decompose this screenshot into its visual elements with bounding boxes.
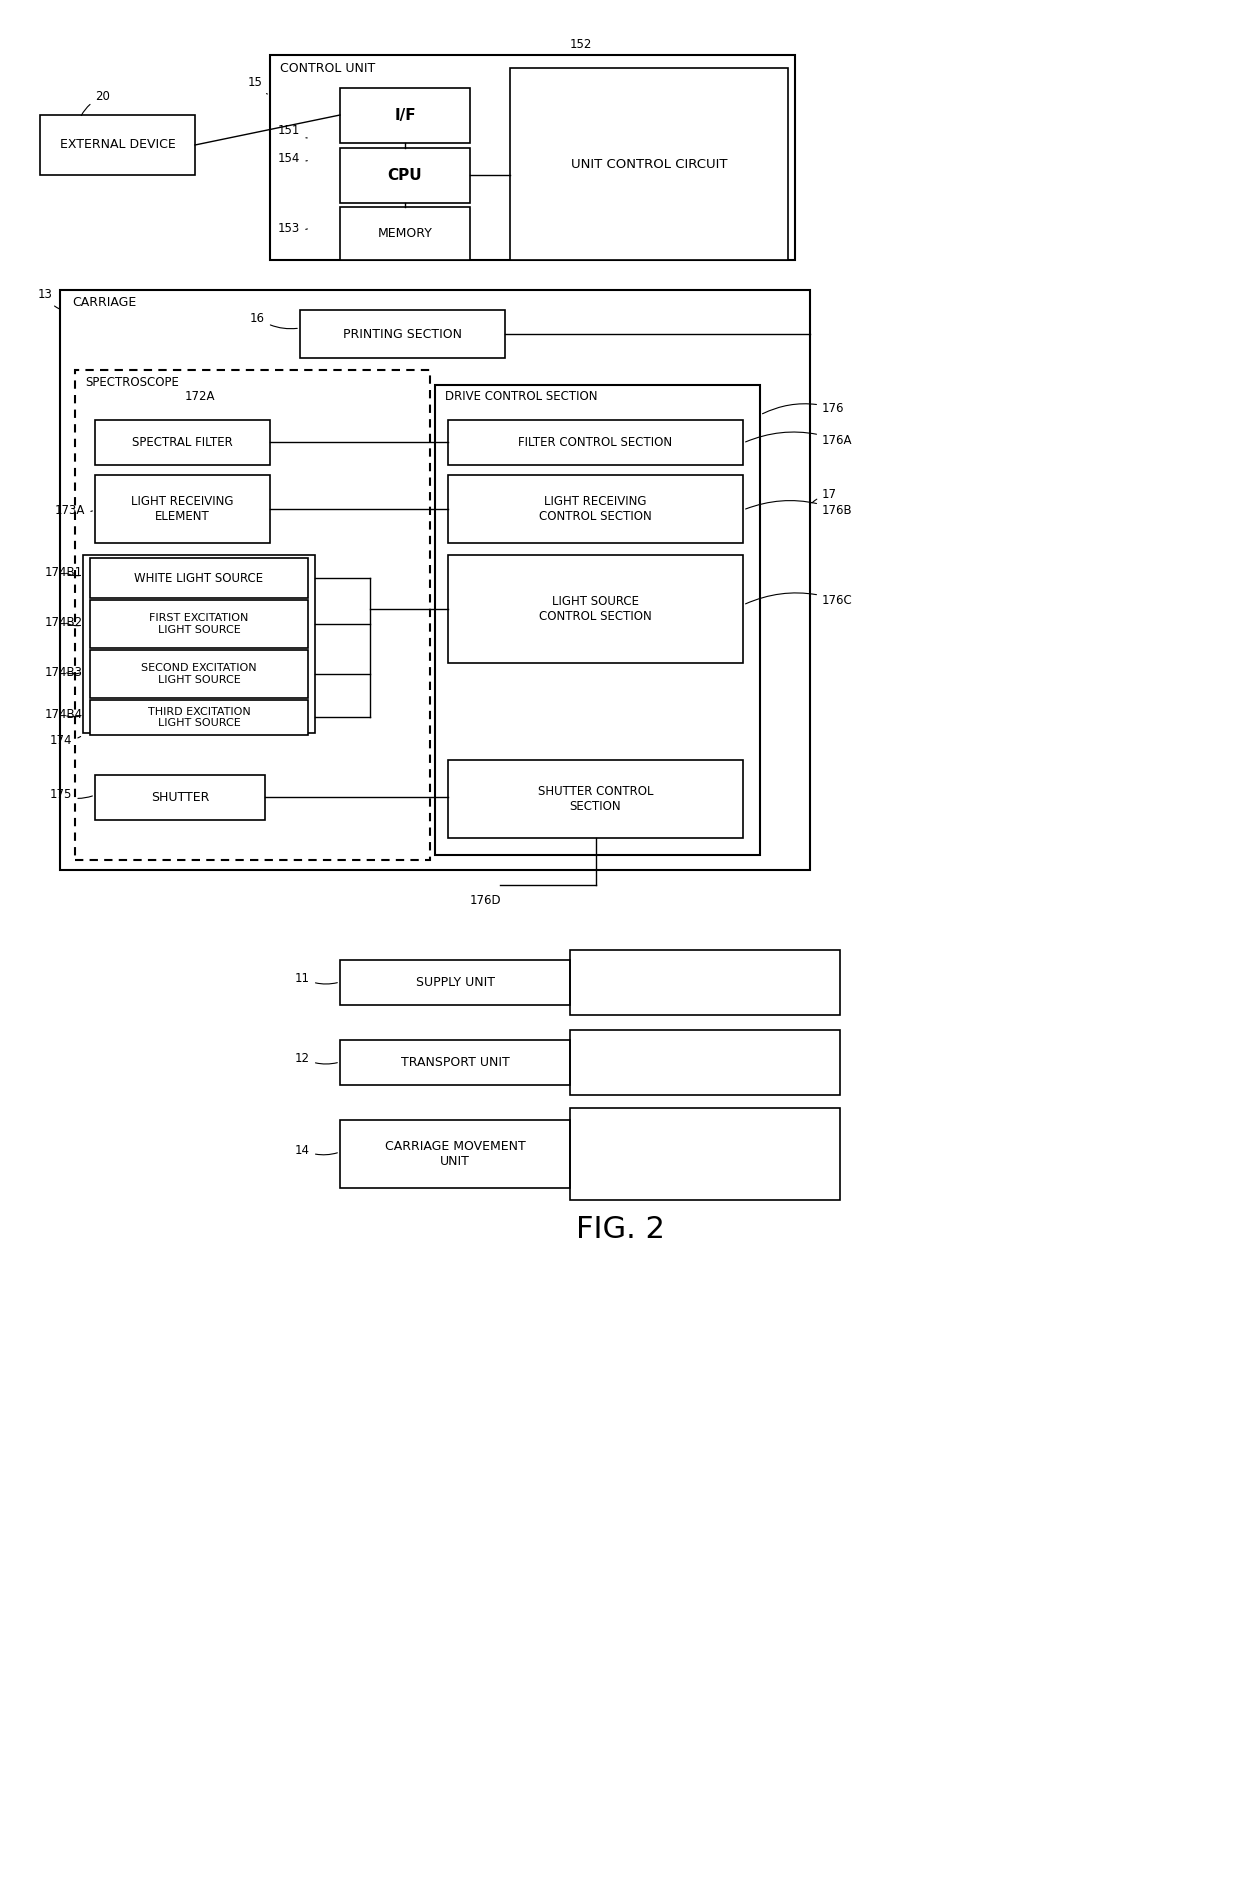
Text: EXTERNAL DEVICE: EXTERNAL DEVICE: [60, 139, 175, 152]
Bar: [340, 960, 570, 1005]
Text: TRANSPORT UNIT: TRANSPORT UNIT: [401, 1056, 510, 1070]
Text: CPU: CPU: [388, 167, 423, 182]
Bar: [570, 950, 839, 1015]
Bar: [60, 291, 810, 870]
Text: FILTER CONTROL SECTION: FILTER CONTROL SECTION: [518, 435, 672, 448]
Text: 151: 151: [278, 124, 308, 139]
Text: 176: 176: [763, 401, 844, 414]
Bar: [448, 475, 743, 543]
Text: 172A: 172A: [185, 391, 216, 403]
Bar: [91, 699, 308, 735]
Bar: [91, 559, 308, 598]
Bar: [340, 207, 470, 260]
Text: 14: 14: [295, 1144, 337, 1157]
Text: I/F: I/F: [394, 108, 415, 124]
Text: 12: 12: [295, 1051, 337, 1064]
Text: THIRD EXCITATION
LIGHT SOURCE: THIRD EXCITATION LIGHT SOURCE: [148, 707, 250, 728]
Text: WHITE LIGHT SOURCE: WHITE LIGHT SOURCE: [134, 572, 264, 585]
Bar: [435, 386, 760, 855]
Bar: [340, 148, 470, 203]
Text: SPECTRAL FILTER: SPECTRAL FILTER: [133, 435, 233, 448]
Text: 173A: 173A: [55, 504, 93, 517]
Bar: [270, 55, 795, 260]
Text: PRINTING SECTION: PRINTING SECTION: [343, 327, 463, 340]
Bar: [91, 650, 308, 697]
Text: FIRST EXCITATION
LIGHT SOURCE: FIRST EXCITATION LIGHT SOURCE: [149, 614, 249, 635]
Text: 175: 175: [50, 788, 93, 802]
Text: 176B: 176B: [745, 500, 853, 517]
Text: 153: 153: [278, 222, 308, 234]
Bar: [95, 775, 265, 821]
Text: CARRIAGE MOVEMENT
UNIT: CARRIAGE MOVEMENT UNIT: [384, 1140, 526, 1168]
Text: UNIT CONTROL CIRCUIT: UNIT CONTROL CIRCUIT: [570, 158, 727, 171]
Bar: [40, 116, 195, 175]
Text: 174: 174: [50, 733, 81, 747]
Bar: [448, 420, 743, 465]
Bar: [340, 1039, 570, 1085]
Bar: [74, 370, 430, 861]
Text: 17: 17: [812, 488, 837, 504]
Text: LIGHT SOURCE
CONTROL SECTION: LIGHT SOURCE CONTROL SECTION: [539, 595, 652, 623]
Bar: [570, 1030, 839, 1094]
Bar: [510, 68, 787, 260]
Text: SECOND EXCITATION
LIGHT SOURCE: SECOND EXCITATION LIGHT SOURCE: [141, 663, 257, 684]
Text: LIGHT RECEIVING
CONTROL SECTION: LIGHT RECEIVING CONTROL SECTION: [539, 496, 652, 522]
Text: MEMORY: MEMORY: [377, 226, 433, 239]
Text: SPECTROSCOPE: SPECTROSCOPE: [86, 376, 179, 388]
Bar: [570, 1108, 839, 1201]
Text: SHUTTER: SHUTTER: [151, 790, 210, 804]
Text: 174B3: 174B3: [45, 665, 83, 678]
Text: SUPPLY UNIT: SUPPLY UNIT: [415, 977, 495, 990]
Bar: [448, 760, 743, 838]
Text: 176C: 176C: [745, 593, 853, 606]
Text: 176A: 176A: [745, 431, 853, 446]
Text: 152: 152: [570, 38, 593, 51]
Text: CARRIAGE: CARRIAGE: [72, 296, 136, 310]
Bar: [340, 87, 470, 142]
Bar: [95, 420, 270, 465]
Text: FIG. 2: FIG. 2: [575, 1216, 665, 1244]
Text: 13: 13: [38, 289, 60, 310]
Text: SHUTTER CONTROL
SECTION: SHUTTER CONTROL SECTION: [538, 785, 653, 813]
Text: 20: 20: [82, 91, 110, 116]
Bar: [83, 555, 315, 733]
Text: DRIVE CONTROL SECTION: DRIVE CONTROL SECTION: [445, 391, 598, 403]
Bar: [448, 555, 743, 663]
Text: 154: 154: [278, 152, 308, 165]
Text: 16: 16: [250, 312, 298, 329]
Bar: [340, 1119, 570, 1188]
Text: LIGHT RECEIVING
ELEMENT: LIGHT RECEIVING ELEMENT: [131, 496, 234, 522]
Bar: [95, 475, 270, 543]
Bar: [300, 310, 505, 357]
Text: 176D: 176D: [469, 893, 501, 906]
Bar: [91, 600, 308, 648]
Text: CONTROL UNIT: CONTROL UNIT: [280, 61, 376, 74]
Text: 174B4: 174B4: [45, 709, 83, 722]
Text: 11: 11: [295, 971, 337, 984]
Text: 174B1: 174B1: [45, 566, 83, 578]
Text: 15: 15: [248, 76, 268, 93]
Text: 174B2: 174B2: [45, 616, 83, 629]
